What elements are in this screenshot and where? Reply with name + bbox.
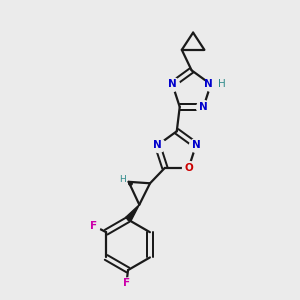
Text: H: H: [119, 175, 125, 184]
Polygon shape: [125, 205, 139, 221]
Text: N: N: [168, 79, 177, 89]
Text: N: N: [153, 140, 162, 150]
Text: F: F: [90, 221, 97, 231]
Text: N: N: [204, 79, 212, 89]
Text: N: N: [199, 102, 208, 112]
Text: H: H: [218, 79, 226, 89]
Text: O: O: [184, 163, 193, 173]
Text: N: N: [192, 140, 200, 150]
Text: F: F: [123, 278, 130, 288]
